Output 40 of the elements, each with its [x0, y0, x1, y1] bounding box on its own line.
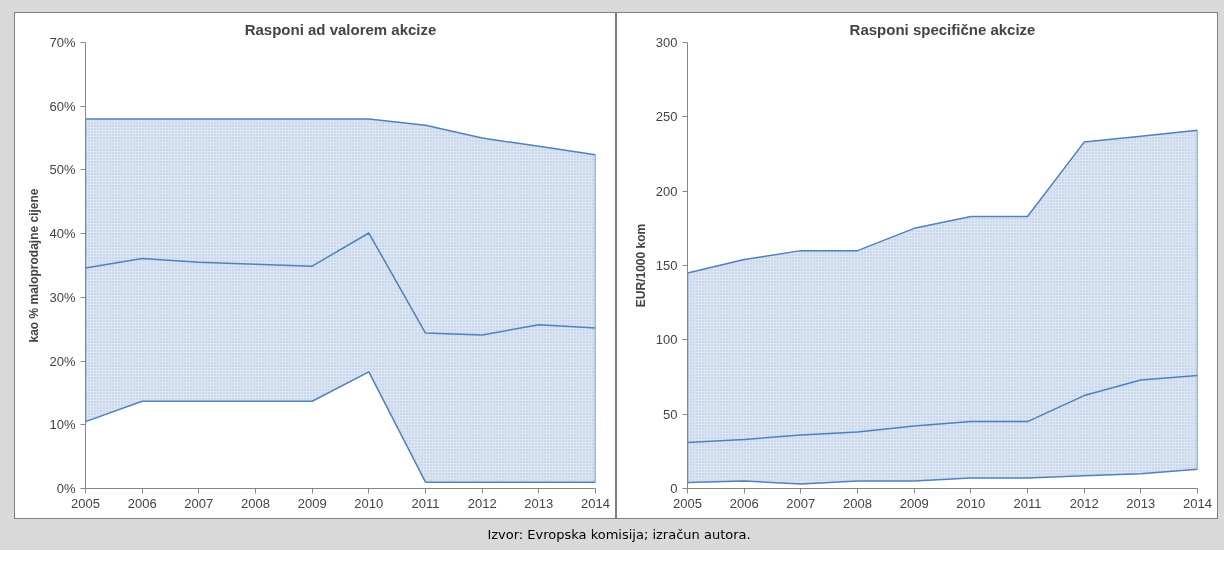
y-tick-label: 70% — [49, 35, 76, 50]
y-axis-title: EUR/1000 kom — [633, 223, 648, 308]
y-tick-label: 20% — [49, 353, 76, 369]
chart-title: Rasponi ad valorem akcize — [244, 20, 437, 38]
x-tick-label: 2005 — [673, 495, 702, 511]
x-tick-label: 2010 — [354, 495, 384, 511]
y-axis-title: kao % maloprodajne cijene — [27, 188, 42, 343]
y-tick-label: 150 — [655, 258, 678, 273]
x-tick-label: 2006 — [127, 495, 157, 511]
x-tick-label: 2014 — [581, 495, 610, 511]
x-tick-label: 2005 — [71, 495, 100, 511]
x-tick-label: 2012 — [467, 495, 497, 511]
y-tick-label: 300 — [655, 35, 678, 50]
x-tick-label: 2007 — [184, 495, 214, 511]
x-tick-label: 2009 — [899, 495, 929, 511]
y-tick-label: 40% — [49, 226, 76, 242]
x-tick-label: 2009 — [297, 495, 327, 511]
x-tick-label: 2008 — [241, 495, 270, 511]
y-tick-label: 30% — [49, 289, 76, 305]
y-tick-label: 60% — [49, 98, 76, 114]
x-tick-label: 2006 — [729, 495, 759, 511]
text: Izvor: Evropska komisija; izračun autora. — [487, 526, 751, 544]
y-tick-label: 50 — [663, 406, 678, 422]
x-tick-label: 2013 — [524, 495, 554, 511]
y-tick-label: 0 — [670, 481, 678, 496]
y-tick-label: 200 — [655, 183, 678, 199]
x-tick-label: 2012 — [1069, 495, 1099, 511]
y-tick-label: 50% — [49, 162, 76, 178]
y-tick-label: 0% — [56, 481, 76, 496]
x-tick-label: 2008 — [843, 495, 872, 511]
x-tick-label: 2014 — [1183, 495, 1212, 511]
x-tick-label: 2011 — [411, 495, 440, 511]
y-tick-label: 100 — [655, 332, 678, 348]
x-tick-label: 2013 — [1126, 495, 1156, 511]
x-tick-label: 2010 — [956, 495, 986, 511]
chart-title: Rasponi specifične akcize — [849, 20, 1036, 38]
x-tick-label: 2007 — [786, 495, 816, 511]
y-tick-label: 250 — [655, 109, 678, 125]
x-tick-label: 2011 — [1013, 495, 1042, 511]
y-tick-label: 10% — [49, 417, 76, 433]
